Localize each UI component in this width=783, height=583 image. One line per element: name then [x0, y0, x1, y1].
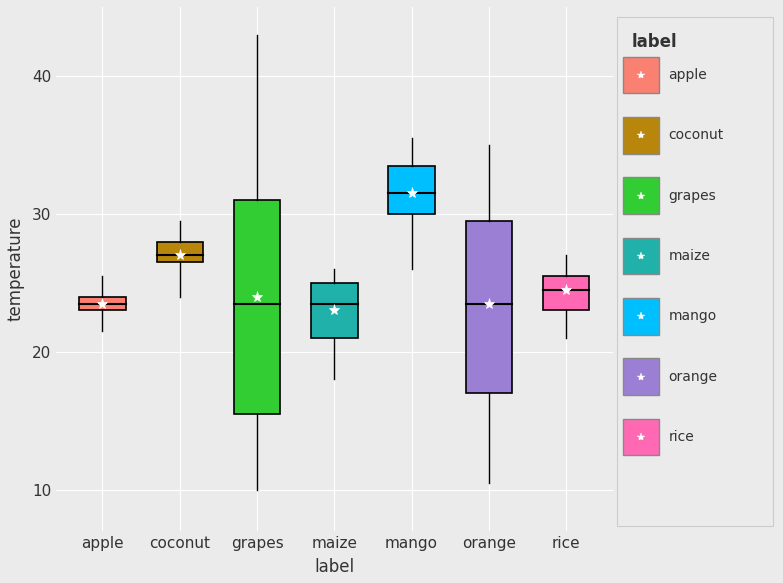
- Text: grapes: grapes: [669, 189, 716, 203]
- Bar: [543, 276, 590, 311]
- FancyBboxPatch shape: [623, 298, 659, 335]
- Text: maize: maize: [669, 249, 710, 263]
- Text: label: label: [631, 33, 677, 51]
- Y-axis label: temperature: temperature: [7, 217, 25, 321]
- Bar: [311, 283, 358, 338]
- Text: mango: mango: [669, 310, 716, 324]
- Bar: [388, 166, 435, 214]
- Text: apple: apple: [669, 68, 707, 82]
- FancyBboxPatch shape: [623, 419, 659, 455]
- FancyBboxPatch shape: [623, 358, 659, 395]
- Bar: [234, 200, 280, 414]
- FancyBboxPatch shape: [623, 177, 659, 214]
- Bar: [157, 241, 203, 262]
- FancyBboxPatch shape: [623, 117, 659, 154]
- Text: orange: orange: [669, 370, 717, 384]
- FancyBboxPatch shape: [617, 17, 773, 526]
- X-axis label: label: label: [314, 558, 355, 576]
- FancyBboxPatch shape: [623, 238, 659, 275]
- Text: rice: rice: [669, 430, 694, 444]
- Bar: [466, 221, 512, 394]
- Text: coconut: coconut: [669, 128, 723, 142]
- Bar: [79, 297, 126, 311]
- FancyBboxPatch shape: [623, 57, 659, 93]
